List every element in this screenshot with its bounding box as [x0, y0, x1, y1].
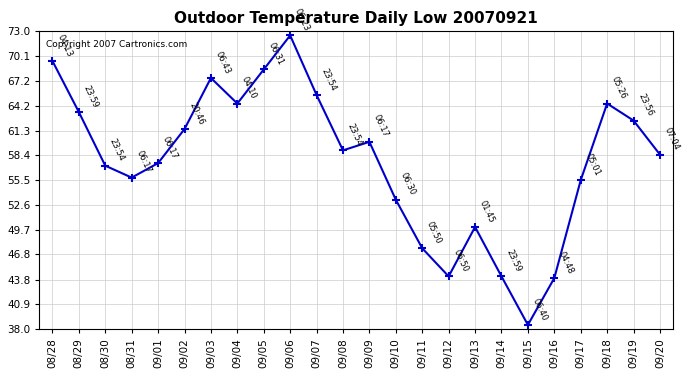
Text: 06:30: 06:30 [399, 171, 417, 197]
Text: 06:40: 06:40 [531, 297, 549, 322]
Text: 06:31: 06:31 [266, 41, 285, 67]
Text: 04:13: 04:13 [55, 33, 73, 58]
Title: Outdoor Temperature Daily Low 20070921: Outdoor Temperature Daily Low 20070921 [175, 11, 538, 26]
Text: 04:48: 04:48 [557, 250, 575, 275]
Text: 23:54: 23:54 [108, 138, 126, 163]
Text: 05:50: 05:50 [425, 220, 443, 246]
Text: 05:26: 05:26 [610, 75, 628, 101]
Text: 23:59: 23:59 [81, 84, 100, 109]
Text: 06:17: 06:17 [135, 149, 152, 175]
Text: 06:23: 06:23 [293, 7, 311, 33]
Text: 06:17: 06:17 [161, 135, 179, 160]
Text: 06:43: 06:43 [214, 50, 232, 75]
Text: 01:45: 01:45 [478, 199, 496, 224]
Text: 06:50: 06:50 [451, 248, 470, 274]
Text: 07:04: 07:04 [662, 126, 681, 152]
Text: 23:54: 23:54 [319, 67, 337, 92]
Text: 05:01: 05:01 [584, 152, 602, 177]
Text: 06:17: 06:17 [372, 114, 391, 139]
Text: 20:46: 20:46 [187, 101, 206, 126]
Text: 23:54: 23:54 [346, 122, 364, 148]
Text: Copyright 2007 Cartronics.com: Copyright 2007 Cartronics.com [46, 40, 187, 49]
Text: 23:59: 23:59 [504, 248, 522, 274]
Text: 23:56: 23:56 [636, 92, 655, 118]
Text: 04:10: 04:10 [240, 75, 258, 101]
